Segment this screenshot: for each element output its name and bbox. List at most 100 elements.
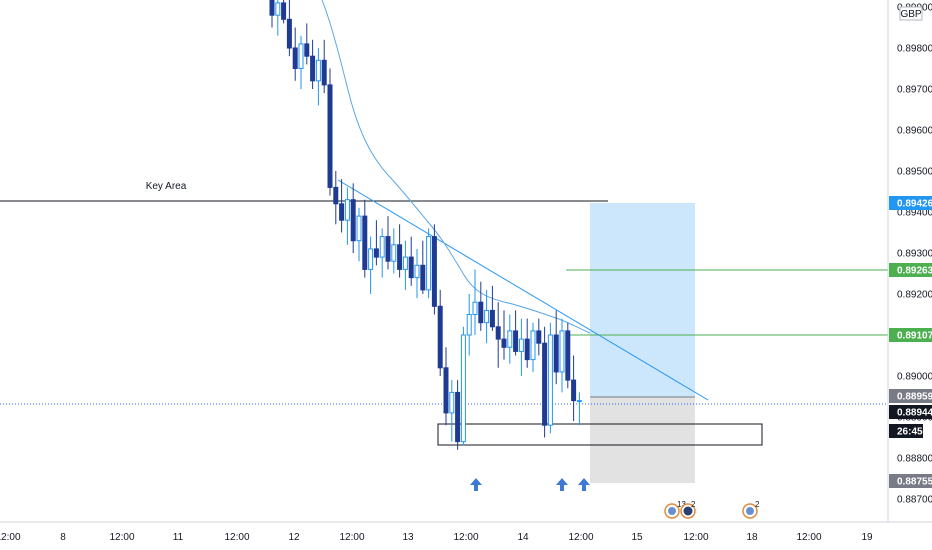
candle bbox=[513, 310, 519, 356]
currency-label: GBP bbox=[900, 9, 921, 20]
svg-text:0.89263: 0.89263 bbox=[897, 266, 932, 277]
candle bbox=[402, 240, 408, 290]
candle bbox=[449, 380, 455, 442]
candle bbox=[484, 289, 490, 344]
candle bbox=[460, 326, 466, 446]
price-tick-label: 0.89300 bbox=[897, 249, 932, 260]
candle bbox=[339, 179, 345, 233]
price-tick-label: 0.89800 bbox=[897, 44, 932, 55]
time-tick-label: 18 bbox=[746, 532, 758, 543]
candle bbox=[350, 183, 356, 253]
candle bbox=[420, 240, 426, 294]
candle bbox=[310, 39, 316, 89]
candle bbox=[321, 39, 327, 94]
candle bbox=[426, 228, 432, 299]
candle bbox=[327, 68, 333, 196]
candle bbox=[472, 269, 478, 335]
candle bbox=[478, 281, 484, 331]
candle bbox=[530, 322, 536, 372]
svg-text:0.88755: 0.88755 bbox=[897, 477, 932, 488]
price-tag: 26:45 bbox=[889, 424, 923, 438]
svg-text:2: 2 bbox=[691, 500, 696, 509]
price-tag: 0.89107 bbox=[889, 328, 932, 342]
currency-badge bbox=[899, 6, 923, 21]
event-badge-icon[interactable]: 2 bbox=[742, 500, 760, 519]
price-tag: 0.88755 bbox=[889, 474, 932, 488]
candle bbox=[275, 0, 281, 36]
price-tag: 0.88944 bbox=[889, 405, 932, 419]
price-tick-label: 0.88800 bbox=[897, 454, 932, 465]
stop-zone bbox=[590, 397, 695, 483]
candle bbox=[542, 326, 548, 438]
candle bbox=[408, 236, 414, 286]
candle bbox=[269, 0, 275, 28]
up-arrow-icon bbox=[470, 478, 482, 491]
time-tick-label: 12:00 bbox=[683, 532, 708, 543]
event-badge-icon[interactable]: 13 bbox=[664, 500, 686, 519]
candle bbox=[286, 0, 292, 57]
candle bbox=[304, 23, 310, 65]
candle bbox=[281, 0, 287, 24]
time-tick-label: 15 bbox=[631, 532, 643, 543]
candles-group bbox=[269, 0, 582, 450]
candle bbox=[391, 228, 397, 274]
svg-text:0.89426: 0.89426 bbox=[897, 199, 932, 210]
candle bbox=[495, 302, 501, 368]
candle bbox=[507, 314, 513, 364]
price-tick-label: 0.89600 bbox=[897, 126, 932, 137]
candle bbox=[466, 294, 472, 356]
time-tick-label: 14 bbox=[517, 532, 529, 543]
price-tick-label: 0.89400 bbox=[897, 208, 932, 219]
candle bbox=[344, 187, 350, 245]
candle bbox=[501, 310, 507, 360]
target-zone bbox=[590, 203, 695, 397]
candle bbox=[373, 220, 379, 266]
svg-text:0.88944: 0.88944 bbox=[897, 408, 932, 419]
time-tick-label: 12:00 bbox=[0, 532, 21, 543]
time-tick-label: 8 bbox=[60, 532, 66, 543]
candle bbox=[385, 216, 391, 270]
time-tick-label: 13 bbox=[402, 532, 414, 543]
time-tick-label: 12:00 bbox=[453, 532, 478, 543]
time-tick-label: 19 bbox=[861, 532, 873, 543]
price-tag: 0.89263 bbox=[889, 263, 932, 277]
support-box bbox=[437, 423, 763, 446]
moving-average-line bbox=[321, 0, 591, 334]
candle bbox=[547, 322, 553, 434]
candle bbox=[576, 392, 582, 426]
event-badge-icon[interactable]: 2 bbox=[680, 500, 696, 519]
time-tick-label: 12:00 bbox=[224, 532, 249, 543]
time-axis[interactable]: 12:00 8 12:00 11 12:00 12 12:00 13 12:00 14 12:00 1… bbox=[0, 521, 932, 543]
time-tick-label: 12 bbox=[288, 532, 300, 543]
candle bbox=[553, 310, 559, 385]
key-area-label: Key Area bbox=[146, 181, 187, 192]
up-arrow-icon bbox=[556, 478, 568, 491]
up-arrow-icon bbox=[578, 478, 590, 491]
price-tag: 0.88959 bbox=[889, 389, 932, 403]
candle bbox=[443, 347, 449, 426]
time-tick-label: 12:00 bbox=[796, 532, 821, 543]
plot-area: Key Area 13 2 bbox=[0, 0, 888, 519]
price-tag: 0.89426 bbox=[889, 196, 932, 210]
price-tick-label: 0.89000 bbox=[897, 372, 932, 383]
candle bbox=[536, 318, 542, 356]
price-tick-label: 0.89500 bbox=[897, 167, 932, 178]
candle bbox=[571, 355, 577, 422]
candle bbox=[368, 236, 374, 294]
candle bbox=[431, 224, 437, 315]
candle bbox=[455, 380, 461, 450]
candle bbox=[333, 171, 339, 225]
candle bbox=[524, 318, 530, 368]
svg-text:0.89107: 0.89107 bbox=[897, 331, 932, 342]
svg-text:0.88959: 0.88959 bbox=[897, 392, 932, 403]
candle bbox=[379, 228, 385, 278]
svg-text:2: 2 bbox=[755, 500, 760, 509]
candle bbox=[298, 35, 304, 89]
candle bbox=[315, 48, 321, 106]
candle bbox=[356, 207, 362, 262]
candle bbox=[518, 318, 524, 376]
price-axis[interactable]: 0.899000.898000.897000.896000.895000.894… bbox=[887, 0, 932, 522]
candle bbox=[437, 289, 443, 376]
svg-text:26:45: 26:45 bbox=[897, 427, 923, 438]
